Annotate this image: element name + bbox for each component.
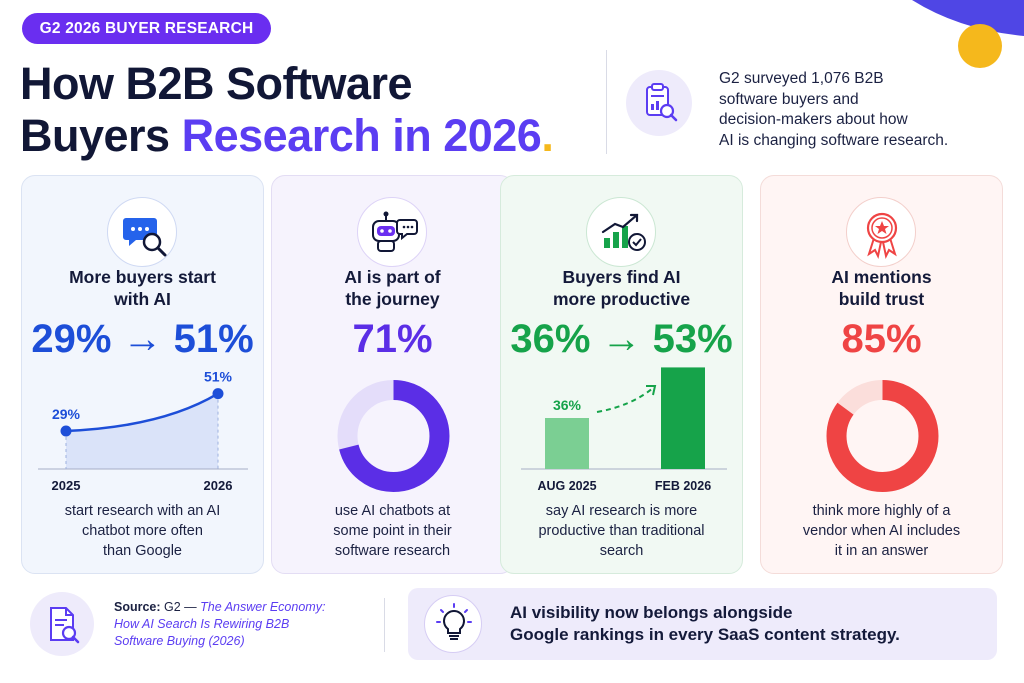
card-description-line: chatbot more often: [82, 523, 203, 539]
card-description: think more highly of a vendor when AI in…: [761, 501, 1002, 561]
document-magnifier-icon: [30, 592, 94, 656]
source-line-1: Source: G2 — The Answer Economy:: [114, 599, 384, 616]
card-stat: 71%: [352, 317, 433, 361]
callout-text: AI visibility now belongs alongside Goog…: [510, 602, 980, 646]
source-org: G2 —: [160, 600, 201, 614]
bar: [661, 367, 705, 469]
card-build-trust: AI mentions build trust 85% think more h…: [760, 175, 1003, 574]
x-tick-label: 2026: [204, 478, 233, 493]
title-line-1: How B2B Software: [20, 58, 413, 109]
growth-bar-chart-check-icon: [586, 197, 656, 267]
donut-chart: [826, 380, 939, 492]
card-more-productive: Buyers find AI more productive 36% → 53%…: [500, 175, 743, 574]
card-stat: 85%: [841, 317, 922, 361]
card-description: use AI chatbots at some point in their s…: [272, 501, 513, 561]
donut-slice-value: [337, 380, 450, 492]
card-description-line: start research with an AI: [64, 503, 221, 519]
card-description: start research with an AI chatbot more o…: [22, 501, 263, 561]
x-tick-label: 2025: [52, 478, 81, 493]
card-description-line: some point in their: [333, 523, 452, 539]
source-label: Source:: [114, 600, 161, 614]
data-point: [212, 388, 224, 400]
card-stat: 36% → 53%: [510, 317, 733, 361]
card-description-line: software research: [334, 543, 451, 559]
research-badge: G2 2026 BUYER RESEARCH: [22, 13, 271, 44]
trend-arrow: [596, 387, 654, 413]
clipboard-chart-magnifier-icon: [626, 70, 692, 136]
card-description-line: say AI research is more: [545, 503, 698, 519]
source-line-2: How AI Search Is Rewiring B2B: [114, 616, 384, 633]
donut-slice-value: [826, 380, 939, 492]
series-line: [65, 392, 219, 433]
footer-divider: [384, 598, 385, 652]
robot-chat-icon: [357, 197, 427, 267]
page-title: How B2B Software Buyers Research in 2026…: [20, 58, 554, 162]
card-heading-line: AI is part of: [344, 267, 441, 287]
donut-chart: [337, 380, 450, 492]
chat-bubble-magnifier-icon: [107, 197, 177, 267]
header-divider: [606, 50, 607, 154]
intro-line: G2 surveyed 1,076 B2B: [719, 70, 884, 87]
card-description-line: productive than traditional: [538, 523, 705, 539]
card-description-line: than Google: [102, 543, 182, 559]
line-chart: 29% 2025 51% 2026: [38, 369, 248, 493]
lightbulb-icon: [424, 595, 482, 653]
title-accent: Research in 2026: [181, 110, 542, 161]
callout-line: Google rankings in every SaaS content st…: [510, 625, 900, 644]
card-heading-line: AI mentions: [831, 267, 932, 287]
bar: [545, 418, 589, 469]
card-heading-line: more productive: [552, 289, 691, 309]
source-title-line: The Answer Economy:: [200, 600, 326, 614]
card-description-line: think more highly of a: [812, 503, 951, 519]
card-description-line: use AI chatbots at: [334, 503, 451, 519]
intro-line: decision-makers about how: [719, 111, 908, 128]
card-heading: Buyers find AI more productive: [501, 266, 742, 310]
bar-chart: 36%AUG 202553%FEB 2026: [521, 367, 727, 493]
trend-arrowhead: [646, 385, 657, 396]
card-description-line: it in an answer: [834, 543, 929, 559]
data-point: [60, 425, 72, 437]
source-title-line: Software Buying (2026): [114, 634, 245, 648]
source-section: Source: G2 — The Answer Economy: How AI …: [22, 588, 372, 660]
intro-line: software buyers and: [719, 90, 859, 108]
x-tick-label: FEB 2026: [655, 479, 711, 493]
data-label: 51%: [204, 369, 233, 385]
card-heading-line: the journey: [345, 289, 440, 309]
award-ribbon-star-icon: [846, 197, 916, 267]
title-line-2: Buyers Research in 2026.: [20, 110, 554, 162]
card-description-line: vendor when AI includes: [802, 523, 961, 539]
data-label: 29%: [52, 406, 81, 422]
card-description-line: search: [599, 543, 644, 559]
source-line-3: Software Buying (2026): [114, 633, 384, 650]
card-heading: More buyers start with AI: [22, 266, 263, 310]
callout-line: AI visibility now belongs alongside: [510, 603, 793, 622]
card-stat: 29% → 51%: [31, 317, 254, 361]
card-heading-line: Buyers find AI: [562, 267, 681, 287]
card-heading: AI is part of the journey: [272, 266, 513, 310]
callout-box: AI visibility now belongs alongside Goog…: [408, 588, 997, 660]
card-description: say AI research is more productive than …: [501, 501, 742, 561]
title-dot: .: [541, 110, 554, 161]
intro-text: G2 surveyed 1,076 B2B software buyers an…: [719, 69, 1009, 151]
x-tick-label: AUG 2025: [537, 479, 596, 493]
card-start-with-ai: More buyers start with AI 29% → 51% 29% 2…: [21, 175, 264, 574]
card-heading-line: with AI: [114, 289, 171, 309]
intro-line: AI is changing software research.: [719, 131, 949, 149]
source-citation: Source: G2 — The Answer Economy: How AI …: [114, 599, 384, 650]
card-heading-line: More buyers start: [69, 267, 216, 287]
title-line-2-start: Buyers: [20, 110, 182, 161]
card-part-of-journey: AI is part of the journey 71% use AI cha…: [271, 175, 514, 574]
card-heading-line: build trust: [838, 289, 925, 309]
bar-value-label: 36%: [553, 397, 582, 413]
card-heading: AI mentions build trust: [761, 266, 1002, 310]
source-title-line: How AI Search Is Rewiring B2B: [114, 617, 290, 631]
